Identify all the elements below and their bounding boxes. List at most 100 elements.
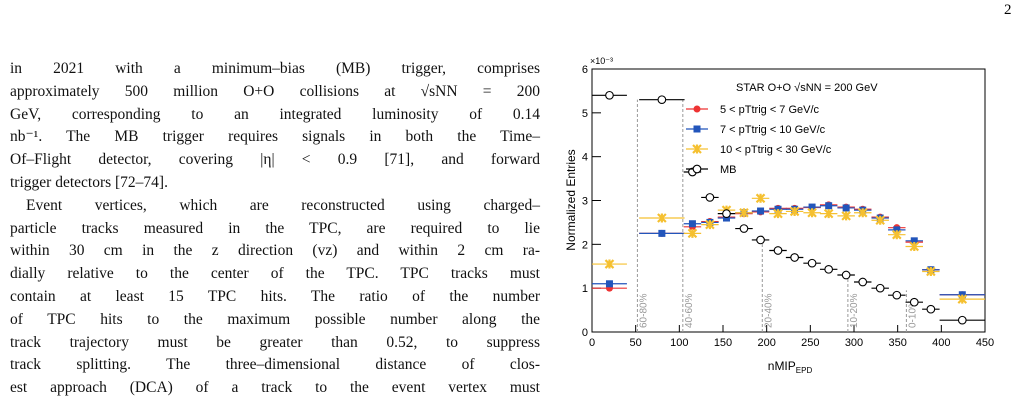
marker: [842, 204, 850, 212]
text-line: within 30 cm in the z direction (vz) and…: [10, 242, 540, 260]
legend-marker: [692, 164, 702, 174]
x-tick-label: 450: [976, 337, 994, 349]
marker: [773, 246, 783, 255]
x-tick-label: 250: [801, 337, 819, 349]
x-tick-label: 0: [589, 337, 595, 349]
y-tick-label: 5: [582, 108, 588, 120]
marker: [687, 228, 698, 239]
legend-marker: [692, 144, 702, 154]
marker: [926, 266, 936, 277]
marker: [657, 95, 667, 105]
legend-label: 5 < pTtrig < 7 GeV/c: [720, 104, 820, 116]
x-axis-label: nMIPEPD: [768, 359, 813, 375]
y-multiplier: ×10⁻³: [590, 56, 613, 66]
x-tick-label: 150: [714, 337, 732, 349]
marker: [773, 208, 783, 219]
marker: [857, 207, 868, 218]
marker: [875, 283, 885, 293]
marker: [910, 237, 918, 245]
marker: [790, 253, 799, 262]
marker: [789, 206, 800, 217]
marker: [756, 235, 765, 245]
x-tick-label: 400: [932, 337, 950, 349]
page-number: 2: [1004, 2, 1012, 18]
text-line: Event vertices, which are reconstructed …: [26, 196, 540, 214]
marker: [957, 294, 968, 304]
text-column: in 2021 with a minimum–bias (MB) trigger…: [10, 58, 540, 400]
text-line: track trajectory must be greater than 0.…: [10, 333, 540, 351]
marker: [705, 219, 715, 230]
x-tick-label: 300: [845, 337, 863, 349]
text-line: approximately 500 million O+O collisions…: [10, 82, 540, 100]
marker: [892, 290, 902, 300]
marker: [605, 280, 613, 288]
marker: [909, 241, 920, 252]
y-tick-label: 2: [582, 239, 588, 251]
x-tick-label: 350: [888, 337, 906, 349]
y-tick-label: 4: [582, 152, 588, 164]
marker: [604, 259, 615, 269]
centrality-label: 20-40%: [763, 293, 774, 328]
centrality-label: 0-10%: [907, 299, 918, 328]
y-tick-label: 1: [582, 283, 588, 295]
marker: [909, 297, 919, 307]
marker: [892, 229, 902, 240]
legend-marker: [693, 105, 701, 113]
marker: [722, 209, 731, 218]
marker: [893, 226, 901, 234]
chart: Normalized Entries ×10⁻³ nMIPEPD STAR O+…: [564, 56, 994, 375]
paragraph: Event vertices, which are reconstructed …: [10, 195, 540, 400]
legend-marker: [693, 125, 701, 133]
marker: [688, 220, 696, 228]
series: [592, 201, 985, 299]
marker: [693, 105, 701, 113]
marker: [739, 207, 749, 218]
text-line: Of–Flight detector, covering |η| < 0.9 […: [10, 151, 540, 169]
marker: [841, 211, 851, 221]
legend-title: STAR O+O √sNN = 200 GeV: [736, 82, 878, 94]
legend-label: 7 < pTtrig < 10 GeV/c: [720, 124, 826, 136]
marker: [824, 264, 834, 274]
marker: [808, 203, 816, 211]
marker: [841, 270, 851, 280]
marker: [692, 144, 702, 154]
series: [592, 202, 985, 299]
centrality-label: 60-80%: [638, 293, 649, 328]
marker: [693, 125, 701, 133]
marker: [926, 304, 936, 314]
paragraph: in 2021 with a minimum–bias (MB) trigger…: [10, 58, 540, 195]
y-tick-label: 6: [582, 64, 588, 76]
marker: [825, 202, 833, 210]
text-line: of TPC hits to the maximum possible numb…: [10, 310, 540, 328]
text-line: track splitting. The three–dimensional d…: [10, 356, 540, 374]
y-axis-label: Normalized Entries: [564, 149, 578, 250]
text-line: contain at least 15 TPC hits. The ratio …: [10, 287, 540, 305]
y-tick-label: 0: [582, 327, 588, 339]
text-line: GeV, corresponding to an integrated lumi…: [10, 105, 540, 123]
text-line: est approach (DCA) of a track to the eve…: [10, 379, 540, 397]
x-tick-label: 50: [630, 337, 642, 349]
marker: [807, 258, 817, 268]
y-tick-label: 3: [582, 196, 588, 208]
text-line: trigger detectors [72–74].: [10, 173, 168, 191]
series: [592, 193, 985, 304]
text-line: particle tracks measured in the TPC, are…: [10, 219, 540, 237]
x-label-sub: EPD: [796, 366, 813, 375]
marker: [657, 213, 667, 223]
marker: [605, 90, 614, 100]
marker: [658, 229, 666, 237]
marker: [757, 207, 765, 215]
marker: [722, 214, 730, 222]
text-line: dially relative to the center of the TPC…: [10, 265, 540, 283]
series: [592, 90, 985, 325]
marker: [755, 193, 766, 204]
centrality-label: 40-60%: [684, 293, 695, 328]
marker: [823, 208, 834, 219]
x-label-main: nMIP: [768, 359, 796, 373]
legend-label: 10 < pTtrig < 30 GeV/c: [720, 144, 832, 156]
x-tick-label: 200: [757, 337, 775, 349]
marker: [807, 207, 817, 218]
marker: [705, 193, 715, 202]
text-line: nb⁻¹. The MB trigger requires signals in…: [10, 128, 540, 146]
